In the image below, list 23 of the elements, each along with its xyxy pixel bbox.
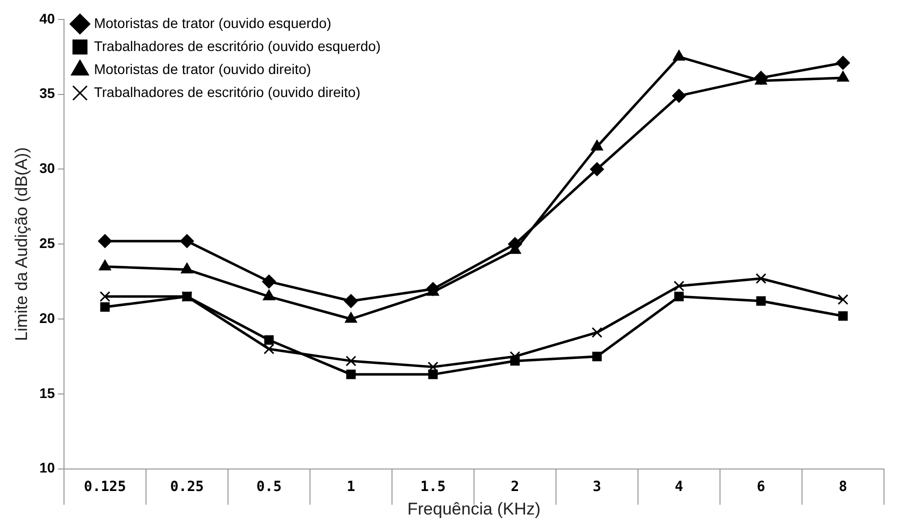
legend-label: Motoristas de trator (ouvido esquerdo)	[94, 14, 332, 31]
x-tick-label: 0.25	[170, 478, 204, 495]
x-tick-label: 6	[756, 478, 766, 495]
x-tick-label: 1	[346, 478, 356, 495]
y-tick-label: 10	[39, 460, 56, 476]
x-tick-label: 0.125	[84, 478, 126, 495]
x-tick-label: 3	[592, 478, 602, 495]
y-axis-title: Limite da Audição (dB(A))	[12, 147, 31, 341]
y-tick-label: 30	[39, 160, 56, 176]
x-tick-label: 1.5	[420, 478, 446, 495]
x-tick-label: 8	[838, 478, 848, 495]
y-tick-label: 25	[39, 234, 56, 251]
x-tick-label: 2	[510, 478, 520, 495]
y-tick-label: 15	[39, 384, 56, 401]
x-tick-label: 0.5	[256, 478, 282, 495]
legend-label: Trabalhadores de escritório (ouvido direito)	[94, 84, 360, 100]
legend-label: Trabalhadores de escritório (ouvido esquerdo)	[94, 38, 381, 54]
y-tick-label: 35	[39, 85, 56, 102]
y-tick-label: 20	[39, 310, 56, 326]
legend-label: Motoristas de trator (ouvido direito)	[94, 60, 312, 77]
x-tick-label: 4	[674, 478, 684, 495]
x-axis-title: Frequência (KHz)	[407, 499, 541, 518]
y-tick-label: 40	[39, 10, 56, 26]
